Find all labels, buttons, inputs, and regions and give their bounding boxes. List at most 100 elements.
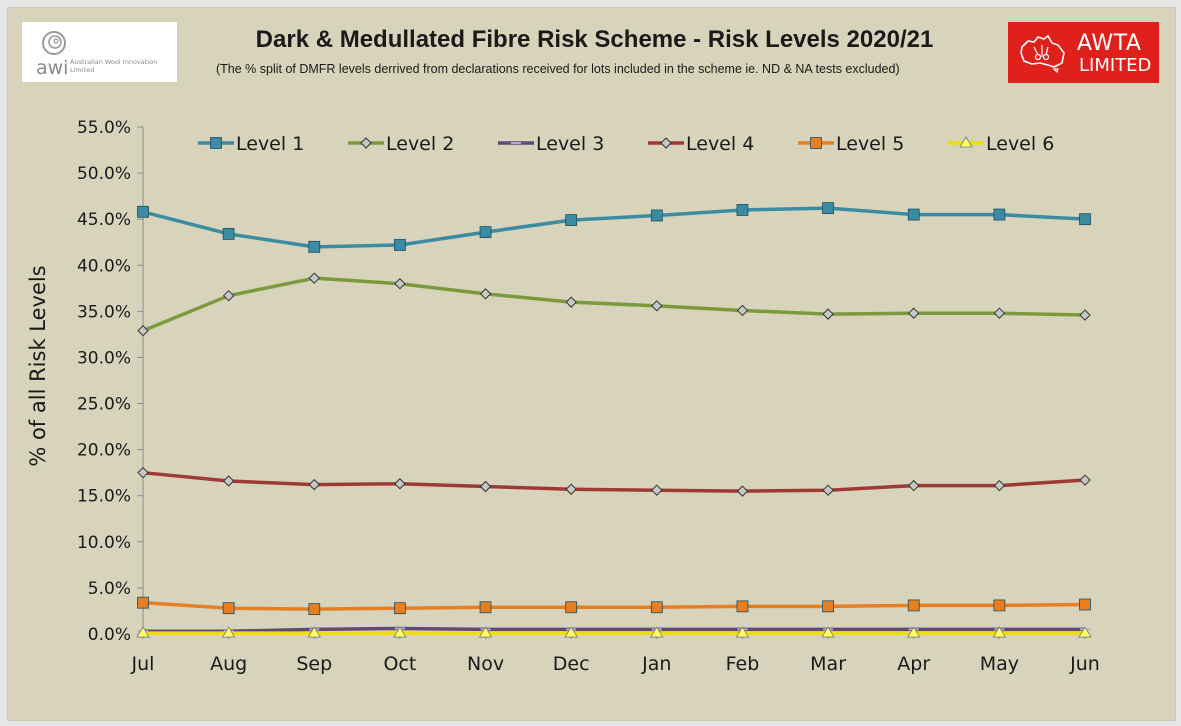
x-tick-label: Dec [553, 653, 590, 675]
x-tick-label: Aug [210, 653, 247, 675]
y-tick-label: 55.0% [77, 118, 131, 138]
legend-marker-level-4 [660, 137, 672, 149]
data-point-level-1 [736, 204, 749, 216]
data-point-level-1 [822, 202, 834, 215]
data-point-level-6 [564, 626, 578, 638]
data-point-level-4 [651, 484, 663, 496]
data-point-level-5 [993, 599, 1006, 612]
legend-marker-level-2 [360, 137, 372, 149]
series-line-level-2 [142, 276, 1086, 333]
chart-subtitle: (The % split of DMFR levels derrived fro… [216, 62, 900, 76]
data-point-level-5 [137, 596, 149, 609]
x-tick-label: Oct [383, 653, 416, 675]
legend-label-level-5: Level 5 [836, 133, 904, 155]
y-tick-label: 25.0% [77, 395, 131, 415]
data-point-level-4 [736, 485, 749, 497]
series-line-level-4 [142, 470, 1086, 493]
series-line-level-5 [142, 600, 1086, 611]
data-point-level-6 [221, 626, 236, 638]
data-point-level-2 [137, 325, 149, 337]
data-point-level-1 [222, 228, 235, 240]
data-point-level-1 [308, 240, 321, 253]
y-tick-label: 35.0% [77, 302, 131, 322]
data-point-level-2 [908, 307, 920, 319]
data-point-level-6 [1078, 626, 1092, 638]
data-point-level-4 [993, 479, 1006, 492]
data-point-level-2 [565, 296, 577, 308]
x-tick-label: Jul [131, 653, 155, 675]
data-point-level-1 [993, 208, 1006, 221]
y-tick-label: 40.0% [77, 256, 131, 276]
legend-marker-level-6 [959, 136, 973, 148]
legend-label-level-6: Level 6 [986, 133, 1054, 155]
legend-marker-level-5 [810, 137, 822, 149]
data-point-level-4 [565, 483, 577, 495]
data-point-level-5 [650, 601, 663, 614]
data-point-level-1 [1079, 213, 1091, 226]
awi-swirl-icon [42, 31, 66, 55]
data-point-level-2 [394, 278, 406, 290]
data-point-level-2 [308, 272, 320, 284]
data-point-level-6 [478, 626, 493, 638]
data-point-level-4 [308, 478, 320, 491]
awi-logo: awi Australian Wool Innovation Limited [22, 22, 177, 82]
data-point-level-2 [222, 289, 235, 302]
x-tick-label: Jun [1069, 653, 1100, 675]
data-point-level-5 [822, 600, 834, 613]
data-point-level-6 [735, 626, 750, 638]
data-point-level-2 [993, 307, 1006, 319]
x-tick-label: Nov [467, 653, 504, 675]
data-point-level-4 [908, 479, 920, 492]
data-point-level-5 [479, 601, 492, 614]
data-point-level-1 [565, 214, 578, 227]
awta-name: AWTA [1077, 31, 1142, 56]
data-point-level-1 [479, 226, 492, 238]
x-tick-label: Feb [726, 653, 760, 675]
data-point-level-5 [308, 603, 321, 616]
legend-label-level-2: Level 2 [386, 133, 454, 155]
data-point-level-5 [736, 600, 749, 613]
y-tick-label: 0.0% [88, 625, 131, 645]
data-point-level-4 [822, 484, 834, 496]
x-tick-label: Jan [641, 653, 671, 675]
data-point-level-2 [651, 300, 663, 312]
data-point-level-2 [1079, 309, 1091, 321]
data-point-level-4 [394, 478, 406, 490]
chart-title: Dark & Medullated Fibre Risk Scheme - Ri… [255, 26, 934, 53]
australia-map-icon [1020, 34, 1065, 73]
data-point-level-5 [1079, 598, 1091, 611]
awta-suffix: LIMITED [1079, 55, 1152, 76]
data-point-level-4 [1079, 474, 1091, 486]
x-tick-label: Mar [810, 653, 846, 675]
data-point-level-2 [479, 288, 492, 300]
series-line-level-1 [142, 206, 1086, 249]
awi-brand: awi [36, 57, 69, 79]
legend-label-level-1: Level 1 [236, 133, 304, 155]
data-point-level-6 [307, 626, 321, 638]
data-point-level-5 [565, 601, 578, 614]
data-point-level-1 [137, 205, 149, 218]
data-point-level-6 [907, 626, 921, 638]
x-tick-label: Apr [897, 653, 930, 675]
x-tick-label: May [980, 653, 1019, 675]
y-tick-label: 10.0% [77, 533, 131, 553]
data-point-level-4 [222, 475, 235, 487]
data-point-level-1 [394, 239, 406, 251]
y-tick-label: 45.0% [77, 210, 131, 230]
y-tick-label: 20.0% [77, 441, 131, 461]
chart-frame [7, 7, 1176, 721]
awta-logo: AWTA LIMITED [1008, 22, 1159, 83]
data-point-level-6 [650, 626, 664, 638]
data-point-level-1 [650, 209, 663, 222]
y-tick-label: 15.0% [77, 487, 131, 507]
data-point-level-6 [136, 626, 150, 638]
data-point-level-6 [393, 626, 407, 638]
data-point-level-4 [137, 466, 149, 479]
data-point-level-6 [992, 626, 1007, 638]
data-point-level-5 [394, 602, 406, 615]
awi-company-name: Australian Wool Innovation Limited [70, 58, 158, 74]
data-point-level-1 [907, 208, 920, 221]
y-tick-label: 30.0% [77, 348, 131, 368]
data-point-level-5 [222, 602, 235, 615]
